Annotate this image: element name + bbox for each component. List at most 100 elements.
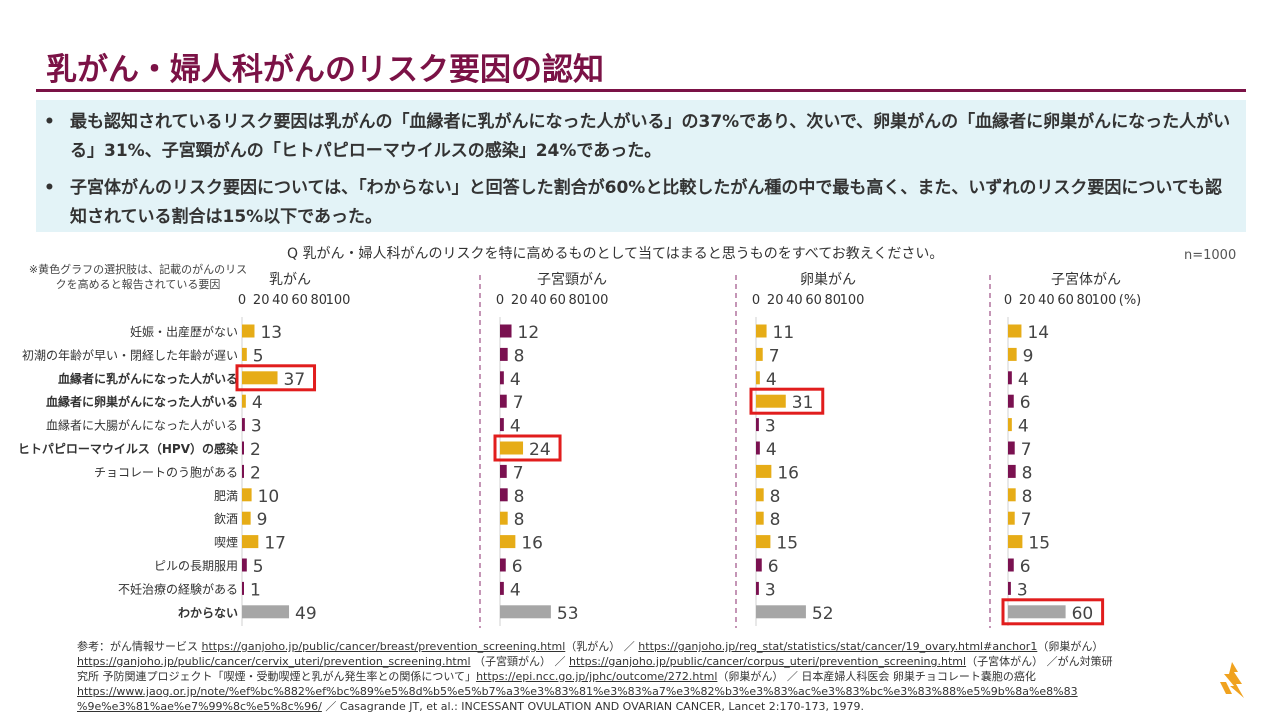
data-label: 8: [514, 510, 525, 530]
bar: [1008, 535, 1023, 549]
bar: [242, 535, 259, 549]
bar: [500, 488, 508, 502]
axis-tick-label: 100: [584, 293, 609, 308]
ref-text: 参考：がん情報サービス: [77, 640, 202, 653]
bar: [500, 558, 506, 572]
bar: [1008, 464, 1016, 478]
ref-text: （子宮頸がん） ／: [470, 655, 569, 668]
data-label: 4: [1018, 417, 1029, 437]
ref-link[interactable]: https://ganjoho.jp/reg_stat/statistics/s…: [638, 640, 1038, 653]
data-label: 2: [250, 440, 261, 460]
data-label: 7: [1021, 510, 1032, 530]
sample-size: n=1000: [1184, 248, 1237, 263]
data-label: 11: [773, 323, 795, 343]
data-label: 7: [769, 346, 780, 366]
data-label: 8: [770, 487, 781, 507]
data-label: 6: [1020, 557, 1031, 577]
category-label: 血縁者に卵巣がんになった人がいる: [46, 394, 238, 409]
data-label: 8: [1022, 463, 1033, 483]
axis-tick-label: 40: [530, 293, 547, 308]
data-label: 9: [1023, 346, 1034, 366]
axis-tick-label: 0: [496, 293, 504, 308]
data-label: 8: [770, 510, 781, 530]
ref-link[interactable]: https://epi.ncc.go.jp/jphc/outcome/272.h…: [476, 670, 718, 683]
bar: [500, 394, 507, 408]
axis-tick-label: 100: [1092, 293, 1117, 308]
chart-footnote: ※黄色グラフの選択肢は、記載のがんのリスクを高めると報告されている要因: [28, 263, 248, 291]
bar: [242, 441, 244, 455]
bar: [242, 488, 252, 502]
bar: [242, 511, 251, 525]
bar: [242, 371, 278, 385]
data-label: 49: [295, 604, 317, 624]
category-label: 肥満: [214, 489, 238, 503]
ref-link[interactable]: https://www.jaog.or.jp/note/%ef%bc%882%e…: [77, 685, 1078, 698]
ref-text: （乳がん） ／: [565, 640, 639, 653]
ref-text: （卵巣がん）: [1037, 640, 1104, 653]
bar: [756, 371, 760, 385]
data-label: 16: [521, 534, 543, 554]
ref-link[interactable]: https://ganjoho.jp/public/cancer/cervix_…: [77, 655, 471, 668]
bar: [242, 347, 247, 361]
data-label: 8: [1022, 487, 1033, 507]
data-label: 4: [766, 370, 777, 390]
data-label: 8: [514, 487, 525, 507]
category-label: 妊娠・出産歴がない: [130, 324, 238, 339]
data-label: 13: [260, 323, 282, 343]
axis-tick-label: 20: [253, 293, 270, 308]
data-label: 4: [510, 580, 521, 600]
bar: [500, 371, 504, 385]
category-label: 不妊治療の経験がある: [118, 581, 238, 596]
axis-tick-label: 0: [752, 293, 760, 308]
page-title: 乳がん・婦人科がんのリスク要因の認知: [46, 52, 604, 88]
bar: [1008, 511, 1015, 525]
bar: [756, 581, 759, 595]
ref-link[interactable]: https://ganjoho.jp/public/cancer/corpus_…: [569, 655, 967, 668]
data-label: 5: [253, 557, 264, 577]
data-label: 4: [766, 440, 777, 460]
category-label: ピルの長期服用: [154, 559, 238, 573]
bar: [500, 441, 524, 455]
axis-tick-label: 80: [1077, 293, 1094, 308]
data-label: 3: [251, 417, 262, 437]
bar: [500, 464, 507, 478]
bar: [1008, 347, 1017, 361]
ref-link[interactable]: https://ganjoho.jp/public/cancer/breast/…: [201, 640, 566, 653]
highlight-box: [749, 387, 825, 415]
summary-text: 最も認知されているリスク要因は乳がんの「血縁者に乳がんになった人がいる」の37%…: [70, 112, 1231, 161]
axis-tick-label: 20: [511, 293, 528, 308]
bar: [1008, 581, 1011, 595]
highlight-box: [493, 434, 562, 462]
data-label: 7: [513, 463, 524, 483]
axis-tick-label: 20: [767, 293, 784, 308]
panel-title: 子宮体がん: [1051, 272, 1121, 288]
axis-tick-label: 60: [805, 293, 822, 308]
bar: [242, 581, 244, 595]
bar: [756, 324, 767, 338]
axis-tick-label: 40: [272, 293, 289, 308]
bar: [500, 581, 504, 595]
axis-tick-label: 100: [840, 293, 865, 308]
bar: [756, 441, 760, 455]
data-label: 3: [765, 417, 776, 437]
bar: [500, 324, 512, 338]
data-label: 17: [264, 534, 286, 554]
axis-tick-label: 60: [549, 293, 566, 308]
data-label: 5: [253, 346, 264, 366]
panel-title: 卵巣がん: [800, 272, 856, 288]
data-label: 7: [1021, 440, 1032, 460]
ref-link[interactable]: %9e%e3%81%ae%e7%99%8c%e5%8c%96/: [77, 700, 322, 713]
category-label: チョコレートのう胞がある: [94, 464, 238, 479]
bar: [242, 558, 247, 572]
axis-tick-label: 0: [238, 293, 246, 308]
data-label: 53: [557, 604, 579, 624]
data-label: 10: [258, 487, 280, 507]
summary-text: 子宮体がんのリスク要因については、「わからない」と回答した割合が60%と比較した…: [70, 178, 1222, 227]
panel-title: 乳がん: [269, 272, 311, 288]
bullet-icon: •: [44, 178, 55, 198]
bar: [756, 394, 786, 408]
summary-point: • 最も認知されているリスク要因は乳がんの「血縁者に乳がんになった人がいる」の3…: [44, 108, 1235, 166]
bar-chart: 妊娠・出産歴がない初潮の年齢が早い・閉経した年齢が遅い血縁者に乳がんになった人が…: [18, 272, 1141, 628]
bar: [242, 418, 245, 432]
axis-tick-label: 80: [311, 293, 328, 308]
